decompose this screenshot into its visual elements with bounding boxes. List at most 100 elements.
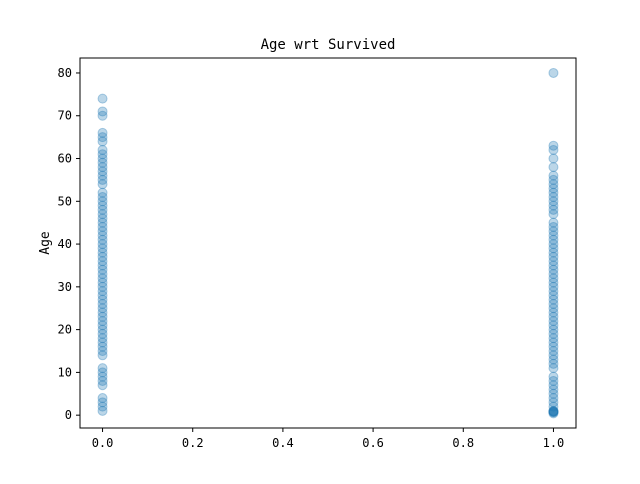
scatter-point (97, 187, 108, 198)
x-tick-label: 0.2 (182, 436, 204, 450)
scatter-point (97, 277, 108, 288)
scatter-point (97, 196, 108, 207)
y-axis: 0 10 20 30 40 50 60 70 80 (58, 66, 80, 422)
scatter-point (97, 192, 108, 203)
scatter-point (97, 328, 108, 339)
scatter-point (548, 243, 559, 254)
scatter-point (97, 157, 108, 168)
scatter-point (97, 320, 108, 331)
scatter-point (548, 281, 559, 292)
scatter-point (97, 106, 108, 117)
scatter-point (548, 234, 559, 245)
scatter-point (548, 350, 559, 361)
scatter-point (548, 354, 559, 365)
scatter-point (548, 264, 559, 275)
scatter-point (548, 286, 559, 297)
scatter-point (548, 405, 559, 416)
scatter-point (548, 406, 559, 417)
scatter-point (97, 337, 108, 348)
scatter-point (548, 153, 559, 164)
scatter-point (97, 149, 108, 160)
scatter-point (548, 363, 559, 374)
y-tick-label: 70 (58, 109, 72, 123)
y-tick-label: 40 (58, 237, 72, 251)
scatter-point (97, 247, 108, 258)
plot-frame (79, 57, 577, 429)
scatter-point (548, 144, 559, 155)
scatter-point (548, 226, 559, 237)
scatter-point (97, 273, 108, 284)
scatter-point (97, 333, 108, 344)
scatter-point (548, 320, 559, 331)
scatter-point (548, 179, 559, 190)
scatter-point (548, 328, 559, 339)
scatter-point (548, 294, 559, 305)
scatter-point (97, 174, 108, 185)
scatter-point (97, 401, 108, 412)
chart-title: Age wrt Survived (261, 37, 396, 53)
scatter-point (97, 281, 108, 292)
y-axis-label: Age (38, 231, 53, 255)
x-tick-label: 0.0 (92, 436, 114, 450)
scatter-point (97, 298, 108, 309)
x-tick-label: 0.8 (452, 436, 474, 450)
scatter-point (97, 251, 108, 262)
scatter-point (548, 333, 559, 344)
y-tick-label: 30 (58, 280, 72, 294)
scatter-point (548, 393, 559, 404)
scatter-point (548, 251, 559, 262)
scatter-point (97, 132, 108, 143)
scatter-point (548, 401, 559, 412)
scatter-point (548, 187, 559, 198)
scatter-point (97, 367, 108, 378)
scatter-point (548, 204, 559, 215)
scatter-point (97, 405, 108, 416)
scatter-point (548, 371, 559, 382)
scatter-point (97, 179, 108, 190)
scatter-point (97, 307, 108, 318)
scatter-point (97, 153, 108, 164)
scatter-point (97, 380, 108, 391)
x-axis: 0.0 0.2 0.4 0.6 0.8 1.0 (92, 428, 564, 450)
scatter-point (97, 204, 108, 215)
scatter-point (97, 311, 108, 322)
scatter-point (97, 217, 108, 228)
scatter-point (97, 226, 108, 237)
scatter-point (548, 380, 559, 391)
scatter-point (548, 200, 559, 211)
scatter-point (548, 170, 559, 181)
y-tick-label: 60 (58, 152, 72, 166)
scatter-point (97, 166, 108, 177)
scatter-point (548, 375, 559, 386)
scatter-point (97, 393, 108, 404)
points-layer (97, 67, 559, 419)
scatter-point (548, 290, 559, 301)
x-tick-label: 0.4 (272, 436, 294, 450)
scatter-point (548, 192, 559, 203)
scatter-point (548, 307, 559, 318)
scatter-point (548, 209, 559, 220)
y-tick-label: 50 (58, 194, 72, 208)
scatter-point (548, 298, 559, 309)
scatter-point (97, 290, 108, 301)
scatter-point (548, 358, 559, 369)
scatter-point (548, 406, 559, 417)
scatter-point (97, 346, 108, 357)
y-tick-label: 80 (58, 66, 72, 80)
scatter-point (97, 234, 108, 245)
scatter-point (97, 239, 108, 250)
scatter-point (548, 230, 559, 241)
scatter-point (97, 127, 108, 138)
scatter-point (97, 162, 108, 173)
scatter-point (548, 183, 559, 194)
scatter-point (548, 316, 559, 327)
scatter-point (548, 277, 559, 288)
scatter-point (548, 384, 559, 395)
scatter-point (548, 221, 559, 232)
scatter-point (548, 174, 559, 185)
scatter-point (97, 230, 108, 241)
scatter-point (548, 341, 559, 352)
scatter-point (97, 221, 108, 232)
